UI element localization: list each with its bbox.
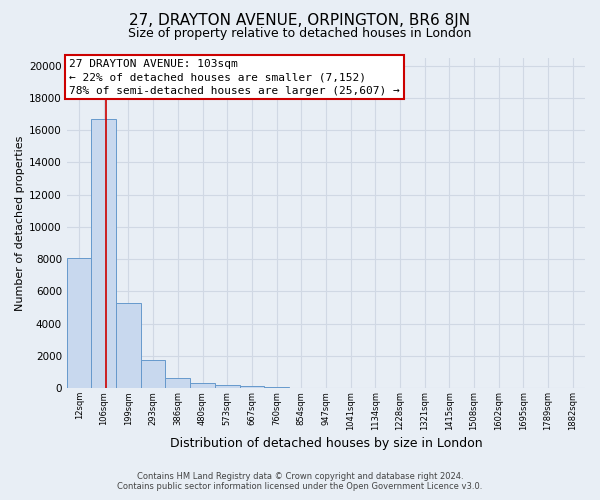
Bar — [67, 258, 91, 388]
Bar — [239, 386, 264, 388]
Y-axis label: Number of detached properties: Number of detached properties — [15, 135, 25, 310]
Bar — [116, 302, 141, 388]
X-axis label: Distribution of detached houses by size in London: Distribution of detached houses by size … — [170, 437, 482, 450]
Bar — [264, 387, 289, 388]
Text: Contains HM Land Registry data © Crown copyright and database right 2024.
Contai: Contains HM Land Registry data © Crown c… — [118, 472, 482, 491]
Bar — [91, 119, 116, 388]
Bar — [166, 378, 190, 388]
Text: 27, DRAYTON AVENUE, ORPINGTON, BR6 8JN: 27, DRAYTON AVENUE, ORPINGTON, BR6 8JN — [130, 12, 470, 28]
Bar — [141, 360, 166, 388]
Bar — [190, 383, 215, 388]
Text: 27 DRAYTON AVENUE: 103sqm
← 22% of detached houses are smaller (7,152)
78% of se: 27 DRAYTON AVENUE: 103sqm ← 22% of detac… — [70, 59, 400, 96]
Bar — [215, 385, 239, 388]
Text: Size of property relative to detached houses in London: Size of property relative to detached ho… — [128, 28, 472, 40]
